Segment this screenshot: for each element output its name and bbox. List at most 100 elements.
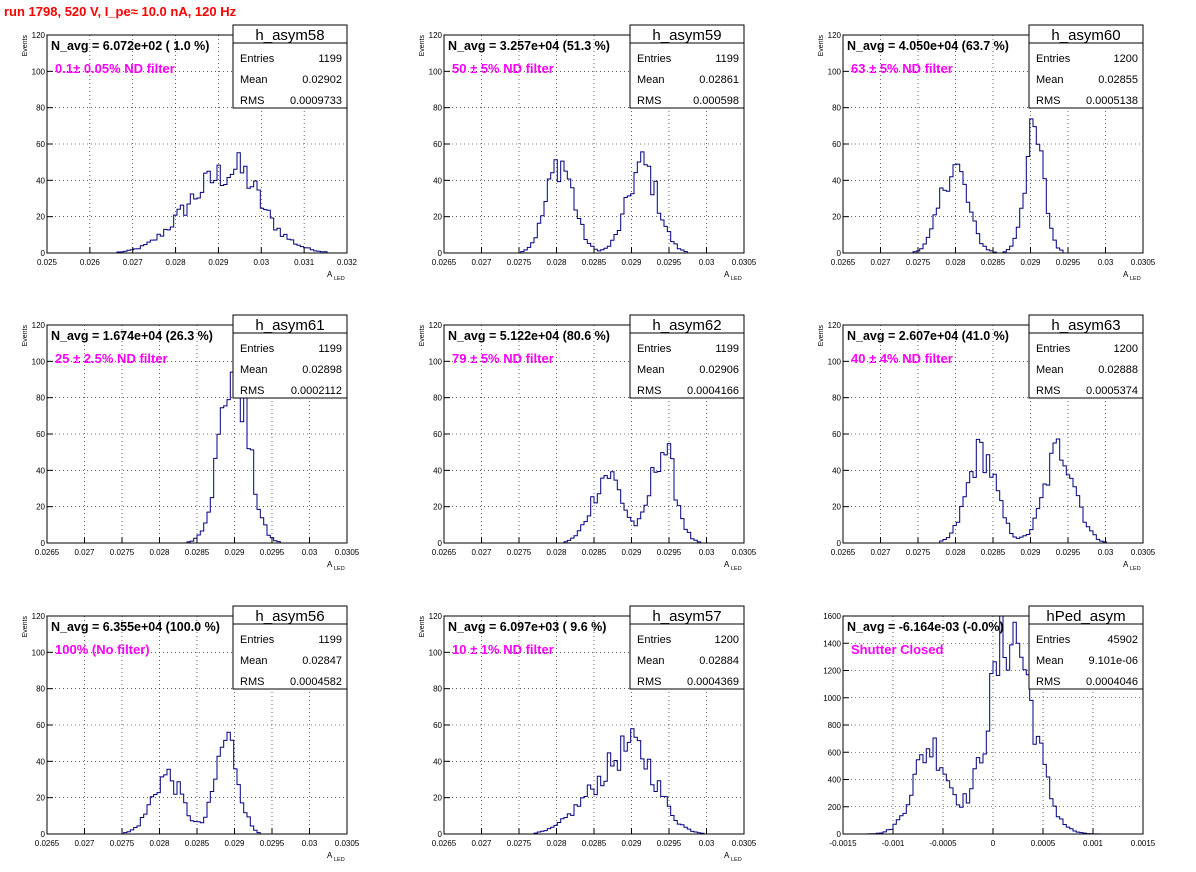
y-tick-label: 100 — [32, 357, 46, 366]
y-tick-label: 0 — [837, 249, 842, 258]
x-tick-label: 0.025 — [37, 258, 58, 267]
histogram-name: h_asym60 — [1051, 27, 1120, 44]
histogram-name: hPed_asym — [1046, 608, 1125, 625]
y-tick-label: 60 — [36, 430, 45, 439]
x-tick-label: 0.0275 — [507, 258, 532, 267]
x-tick-label: 0.03 — [699, 258, 715, 267]
stats-value: 0.02847 — [302, 655, 342, 667]
x-tick-label: 0.0265 — [432, 548, 457, 557]
stats-value: 1199 — [318, 53, 342, 65]
y-tick-label: 20 — [36, 794, 45, 803]
y-tick-label: 80 — [832, 104, 841, 113]
n-avg-label: N_avg = 5.122e+04 (80.6 %) — [448, 329, 610, 343]
x-axis-label-subscript: LED — [334, 566, 345, 572]
histogram-name: h_asym62 — [652, 317, 721, 334]
x-tick-label: 0.0265 — [35, 839, 60, 848]
x-axis-label-subscript: LED — [731, 857, 742, 863]
stats-label: RMS — [240, 385, 264, 397]
x-axis-label-subscript: LED — [334, 276, 345, 282]
x-tick-label: 0.027 — [471, 258, 492, 267]
stats-box — [1028, 605, 1144, 690]
histogram-pad-hPed_asym: -0.0015 -0.001 -0.0005 0 0.0005 0.001 0.0015 0 2… — [823, 605, 1156, 848]
x-tick-label: 0.028 — [149, 548, 170, 557]
y-axis-label: Events — [818, 325, 825, 347]
y-tick-label: 100 — [32, 67, 46, 76]
stats-value: 1200 — [1114, 343, 1138, 355]
x-axis-label: A — [327, 560, 333, 569]
x-tick-label: 0.0305 — [335, 548, 360, 557]
histogram-name: h_asym59 — [652, 27, 721, 44]
x-tick-label: 0.027 — [74, 548, 95, 557]
y-tick-label: 40 — [433, 757, 442, 766]
y-tick-label: 40 — [832, 176, 841, 185]
stats-value: 0.0004582 — [290, 676, 342, 688]
histogram-name: h_asym56 — [255, 608, 324, 625]
n-avg-label: N_avg = 3.257e+04 (51.3 %) — [448, 39, 610, 53]
stats-value: 1199 — [318, 634, 342, 646]
histogram-name: h_asym63 — [1051, 317, 1120, 334]
y-tick-label: 100 — [429, 357, 443, 366]
y-tick-label: 100 — [429, 648, 443, 657]
x-tick-label: 0.0295 — [260, 839, 285, 848]
x-tick-label: 0.03 — [1098, 258, 1114, 267]
x-tick-label: 0.03 — [302, 548, 318, 557]
y-tick-label: 120 — [32, 612, 46, 621]
n-avg-label: N_avg = 6.072e+02 ( 1.0 %) — [51, 39, 209, 53]
histogram-pad-h_asym60: 0.0265 0.027 0.0275 0.028 0.0285 0.029 0.0295 0… — [818, 24, 1156, 282]
stats-label: Entries — [637, 343, 672, 355]
y-tick-label: 40 — [36, 757, 45, 766]
stats-box — [232, 24, 348, 109]
x-tick-label: 0.0285 — [582, 548, 607, 557]
x-tick-label: 0.0285 — [582, 839, 607, 848]
y-tick-label: 100 — [32, 648, 46, 657]
stats-box — [1028, 314, 1144, 399]
x-tick-label: 0.0305 — [732, 548, 757, 557]
stats-box — [1028, 24, 1144, 109]
stats-label: RMS — [240, 95, 264, 107]
x-axis-label: A — [724, 851, 730, 860]
histogram-pad-h_asym57: 0.0265 0.027 0.0275 0.028 0.0285 0.029 0.0295 0… — [419, 605, 757, 863]
y-tick-label: 20 — [832, 503, 841, 512]
x-tick-label: 0.0305 — [732, 258, 757, 267]
y-tick-label: 200 — [828, 803, 842, 812]
x-tick-label: 0.0275 — [906, 548, 931, 557]
x-tick-label: 0.03 — [302, 839, 318, 848]
n-avg-label: N_avg = 6.355e+04 (100.0 %) — [51, 620, 220, 634]
y-tick-label: 80 — [36, 394, 45, 403]
x-tick-label: 0.0295 — [1056, 258, 1081, 267]
x-tick-label: 0.0285 — [185, 839, 210, 848]
histogram-pad-h_asym62: 0.0265 0.027 0.0275 0.028 0.0285 0.029 0.0295 0… — [419, 314, 757, 572]
x-tick-label: 0.029 — [1020, 258, 1041, 267]
n-avg-label: N_avg = 1.674e+04 (26.3 %) — [51, 329, 213, 343]
x-tick-label: 0.03 — [1098, 548, 1114, 557]
x-tick-label: 0.029 — [224, 839, 245, 848]
stats-value: 1200 — [1114, 53, 1138, 65]
stats-value: 0.0004046 — [1086, 676, 1138, 688]
x-tick-label: 0.027 — [471, 548, 492, 557]
filter-annotation: 50 ± 5% ND filter — [452, 61, 554, 76]
y-tick-label: 80 — [36, 685, 45, 694]
stats-value: 0.0009733 — [290, 95, 342, 107]
x-tick-label: -0.0015 — [829, 839, 857, 848]
stats-value: 0.02855 — [1098, 74, 1138, 86]
y-tick-label: 100 — [828, 67, 842, 76]
x-tick-label: 0.03 — [699, 548, 715, 557]
histogram-pad-h_asym61: 0.0265 0.027 0.0275 0.028 0.0285 0.029 0.0295 0… — [22, 314, 360, 572]
stats-value: 0.02888 — [1098, 364, 1138, 376]
stats-label: RMS — [1036, 95, 1060, 107]
x-tick-label: 0.0275 — [110, 548, 135, 557]
x-axis-label-subscript: LED — [1130, 276, 1141, 282]
y-axis-label: Events — [419, 616, 426, 638]
stats-label: Mean — [240, 655, 268, 667]
filter-annotation: 0.1± 0.05% ND filter — [55, 61, 175, 76]
x-tick-label: 0.03 — [699, 839, 715, 848]
y-tick-label: 60 — [832, 430, 841, 439]
y-tick-label: 20 — [832, 213, 841, 222]
stats-box — [629, 24, 745, 109]
stats-value: 0.000598 — [693, 95, 739, 107]
x-tick-label: 0.0275 — [507, 548, 532, 557]
x-tick-label: 0.028 — [546, 258, 567, 267]
y-tick-label: 20 — [36, 503, 45, 512]
histogram-line — [843, 615, 1143, 835]
x-tick-label: 0.029 — [224, 548, 245, 557]
